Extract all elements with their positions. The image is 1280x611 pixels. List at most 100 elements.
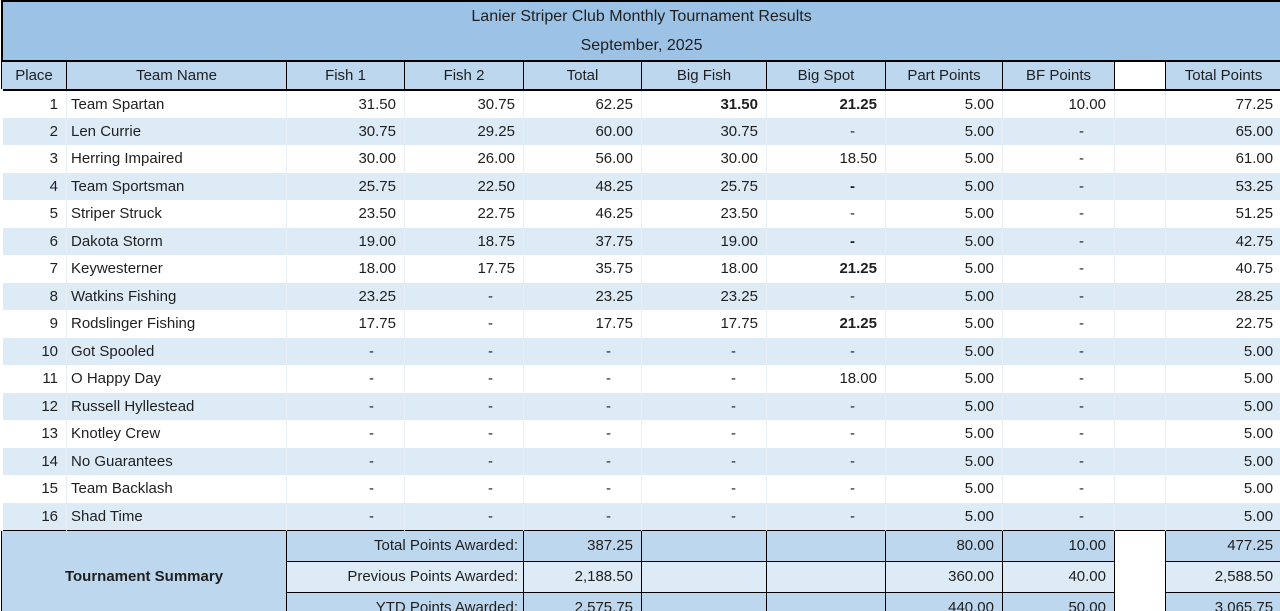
summary-big-fish-cell[interactable] [641,591,767,611]
cell-place[interactable]: 6 [0,227,67,255]
cell-fish2[interactable]: 17.75 [404,255,524,283]
cell-total-points[interactable]: 61.00 [1165,145,1280,173]
cell-big-fish[interactable]: 30.75 [641,117,767,145]
cell-fish1[interactable]: 30.00 [286,145,405,173]
summary-bf-points-cell[interactable]: 50.00 [1002,591,1115,611]
summary-total-points-cell[interactable]: 477.25 [1164,529,1280,562]
cell-total-points[interactable]: 5.00 [1165,447,1280,475]
cell-total[interactable]: - [523,475,642,503]
cell-bf-points[interactable]: - [1002,172,1115,200]
cell-big-spot[interactable]: - [766,420,886,448]
cell-total-points[interactable]: 65.00 [1165,117,1280,145]
cell-fish2[interactable]: - [404,337,524,365]
cell-bf-points[interactable]: - [1002,475,1115,503]
cell-team-name[interactable]: No Guarantees [66,447,287,475]
cell-big-fish[interactable]: 23.25 [641,282,767,310]
summary-part-points-cell[interactable]: 80.00 [885,529,1003,562]
cell-fish1[interactable]: 23.50 [286,200,405,228]
cell-total-points[interactable]: 28.25 [1165,282,1280,310]
cell-place[interactable]: 11 [0,365,67,393]
cell-total-points[interactable]: 5.00 [1165,475,1280,503]
summary-total-cell[interactable]: 2,188.50 [523,560,642,593]
col-header-fish2[interactable]: Fish 2 [404,60,524,91]
cell-bf-points[interactable]: - [1002,227,1115,255]
cell-part-points[interactable]: 5.00 [885,337,1003,365]
summary-big-fish-cell[interactable] [641,529,767,562]
summary-part-points-cell[interactable]: 440.00 [885,591,1003,611]
cell-fish1[interactable]: 17.75 [286,310,405,338]
cell-big-spot[interactable]: - [766,392,886,420]
summary-label-ytd-awarded[interactable]: YTD Points Awarded: [286,591,524,611]
cell-part-points[interactable]: 5.00 [885,392,1003,420]
col-header-team-name[interactable]: Team Name [66,60,287,91]
cell-total[interactable]: 46.25 [523,200,642,228]
cell-fish2[interactable]: - [404,365,524,393]
summary-big-spot-cell[interactable] [766,529,886,562]
cell-fish1[interactable]: - [286,475,405,503]
cell-place[interactable]: 16 [0,502,67,530]
cell-big-fish[interactable]: 18.00 [641,255,767,283]
cell-fish2[interactable]: - [404,420,524,448]
cell-total[interactable]: - [523,502,642,530]
cell-fish2[interactable]: - [404,282,524,310]
cell-fish2[interactable]: 22.50 [404,172,524,200]
cell-bf-points[interactable]: - [1002,365,1115,393]
cell-fish1[interactable]: - [286,447,405,475]
cell-part-points[interactable]: 5.00 [885,447,1003,475]
cell-fish2[interactable]: 30.75 [404,90,524,118]
cell-part-points[interactable]: 5.00 [885,172,1003,200]
cell-bf-points[interactable]: - [1002,502,1115,530]
cell-total-points[interactable]: 53.25 [1165,172,1280,200]
cell-big-fish[interactable]: - [641,420,767,448]
cell-total[interactable]: - [523,420,642,448]
cell-big-spot[interactable]: - [766,502,886,530]
cell-team-name[interactable]: Herring Impaired [66,145,287,173]
cell-team-name[interactable]: Keywesterner [66,255,287,283]
cell-big-spot[interactable]: - [766,117,886,145]
cell-big-fish[interactable]: - [641,502,767,530]
cell-fish2[interactable]: - [404,447,524,475]
cell-big-fish[interactable]: 19.00 [641,227,767,255]
cell-total[interactable]: 56.00 [523,145,642,173]
cell-team-name[interactable]: Team Spartan [66,90,287,118]
cell-part-points[interactable]: 5.00 [885,145,1003,173]
cell-bf-points[interactable]: - [1002,200,1115,228]
cell-bf-points[interactable]: 10.00 [1002,90,1115,118]
cell-total-points[interactable]: 5.00 [1165,392,1280,420]
cell-place[interactable]: 3 [0,145,67,173]
cell-fish2[interactable]: 26.00 [404,145,524,173]
cell-big-spot[interactable]: - [766,447,886,475]
cell-place[interactable]: 9 [0,310,67,338]
cell-part-points[interactable]: 5.00 [885,117,1003,145]
cell-total-points[interactable]: 5.00 [1165,365,1280,393]
cell-place[interactable]: 14 [0,447,67,475]
cell-team-name[interactable]: Knotley Crew [66,420,287,448]
cell-total-points[interactable]: 51.25 [1165,200,1280,228]
summary-total-points-cell[interactable]: 2,588.50 [1164,560,1280,593]
cell-bf-points[interactable]: - [1002,282,1115,310]
cell-team-name[interactable]: Len Currie [66,117,287,145]
cell-total[interactable]: 23.25 [523,282,642,310]
cell-big-fish[interactable]: 25.75 [641,172,767,200]
cell-fish1[interactable]: 19.00 [286,227,405,255]
cell-big-spot[interactable]: 21.25 [766,90,886,118]
cell-big-fish[interactable]: 31.50 [641,90,767,118]
cell-team-name[interactable]: Striper Struck [66,200,287,228]
cell-bf-points[interactable]: - [1002,310,1115,338]
cell-team-name[interactable]: Rodslinger Fishing [66,310,287,338]
col-header-big-spot[interactable]: Big Spot [766,60,886,91]
cell-place[interactable]: 13 [0,420,67,448]
cell-total[interactable]: - [523,447,642,475]
cell-bf-points[interactable]: - [1002,337,1115,365]
cell-big-spot[interactable]: - [766,475,886,503]
cell-part-points[interactable]: 5.00 [885,420,1003,448]
cell-fish1[interactable]: 18.00 [286,255,405,283]
cell-big-spot[interactable]: 21.25 [766,310,886,338]
summary-big-spot-cell[interactable] [766,560,886,593]
cell-fish1[interactable]: - [286,502,405,530]
cell-place[interactable]: 8 [0,282,67,310]
cell-big-spot[interactable]: - [766,337,886,365]
cell-fish1[interactable]: - [286,365,405,393]
cell-total-points[interactable]: 5.00 [1165,337,1280,365]
cell-part-points[interactable]: 5.00 [885,365,1003,393]
